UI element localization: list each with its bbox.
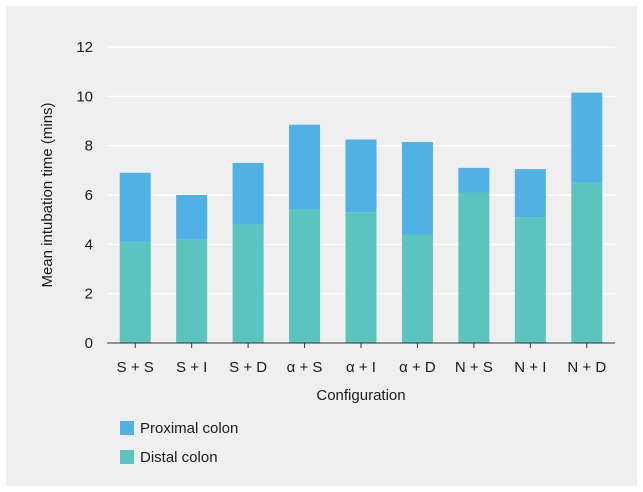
legend: Proximal colon Distal colon	[120, 420, 238, 466]
y-tick-label: 4	[85, 236, 93, 253]
y-axis-label: Mean intubation time (mins)	[39, 102, 56, 287]
bar-distal-4	[345, 212, 377, 343]
bar-proximal-8	[571, 92, 603, 183]
y-tick-label: 10	[76, 88, 93, 105]
bars	[119, 92, 603, 343]
y-tick-label: 12	[76, 39, 93, 56]
bar-distal-6	[458, 192, 490, 343]
legend-label-distal: Distal colon	[140, 449, 218, 466]
bar-proximal-1	[176, 195, 208, 240]
x-tick-label: N + I	[514, 359, 546, 376]
x-tick-label: α + D	[399, 359, 436, 376]
bar-distal-7	[514, 217, 546, 343]
bar-proximal-5	[401, 141, 433, 235]
x-tick-labels: S + S S + I S + D α + S α + I α + D N + S N + I…	[117, 343, 606, 376]
y-tick-label: 8	[85, 138, 93, 155]
bar-proximal-2	[232, 162, 264, 225]
bar-proximal-6	[458, 167, 490, 193]
bar-distal-8	[571, 182, 603, 343]
y-tick-label: 2	[85, 286, 93, 303]
y-tick-labels: 0 2 4 6 8 10 12	[76, 39, 93, 352]
bar-distal-0	[119, 241, 151, 343]
bar-proximal-7	[514, 169, 546, 218]
x-tick-label: N + D	[567, 359, 606, 376]
legend-swatch-distal	[120, 450, 134, 464]
bar-proximal-3	[289, 124, 321, 210]
legend-swatch-proximal	[120, 421, 134, 435]
x-tick-label: N + S	[455, 359, 493, 376]
x-tick-label: S + D	[229, 359, 267, 376]
bar-distal-1	[176, 239, 208, 343]
x-tick-label: α + I	[346, 359, 376, 376]
x-tick-label: S + S	[117, 359, 154, 376]
bar-distal-3	[289, 209, 321, 343]
bar-proximal-4	[345, 139, 377, 213]
bar-proximal-0	[119, 172, 151, 242]
x-tick-label: α + S	[287, 359, 323, 376]
x-axis-label: Configuration	[316, 387, 405, 404]
y-tick-label: 0	[85, 335, 93, 352]
bar-distal-5	[401, 234, 433, 343]
legend-label-proximal: Proximal colon	[140, 420, 238, 437]
y-tick-label: 6	[85, 187, 93, 204]
x-tick-label: S + I	[176, 359, 207, 376]
bar-distal-2	[232, 224, 264, 343]
